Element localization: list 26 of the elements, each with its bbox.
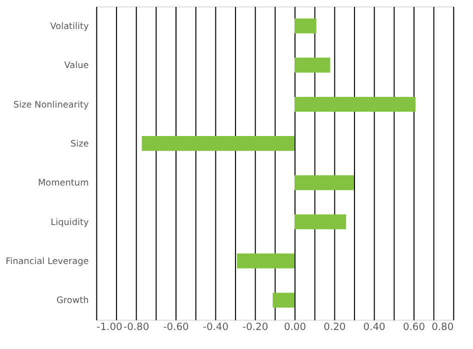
x-tick-label: -0.60 bbox=[163, 322, 189, 334]
y-tick-label: Value bbox=[64, 61, 89, 72]
x-tick-label: -0.40 bbox=[202, 322, 228, 334]
y-tick-label: Growth bbox=[56, 296, 89, 306]
y-tick-label: Volatility bbox=[50, 22, 89, 32]
x-tick-label: 0.60 bbox=[402, 322, 426, 334]
bar bbox=[142, 136, 295, 151]
y-tick-label: Size bbox=[70, 139, 89, 150]
x-tick-label: 0.00 bbox=[284, 322, 306, 334]
bar bbox=[294, 96, 416, 112]
x-tick-label: -0.80 bbox=[124, 322, 150, 334]
bar bbox=[294, 175, 354, 190]
y-tick-label: Liquidity bbox=[50, 218, 89, 228]
y-tick-label: Momentum bbox=[38, 178, 89, 189]
y-tick-label: Size Nonlinearity bbox=[13, 100, 89, 110]
y-tick-label: Financial Leverage bbox=[6, 256, 89, 267]
x-tick-label: 0.80 bbox=[432, 322, 454, 334]
x-tick-label: 0.20 bbox=[324, 322, 346, 334]
x-tick-label: -1.00 bbox=[96, 322, 122, 334]
bar bbox=[294, 214, 346, 230]
bar bbox=[236, 254, 295, 268]
bar bbox=[294, 58, 330, 73]
bar bbox=[294, 18, 316, 34]
bar bbox=[272, 292, 295, 308]
x-tick-label: 0.40 bbox=[363, 322, 386, 334]
x-tick-label: -0.20 bbox=[242, 322, 268, 334]
